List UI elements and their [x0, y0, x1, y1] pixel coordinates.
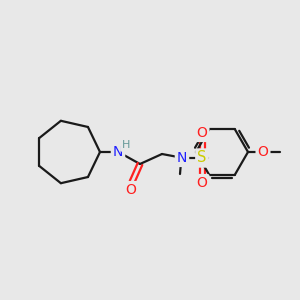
- Text: N: N: [177, 151, 187, 165]
- Text: O: O: [258, 145, 268, 159]
- Text: S: S: [197, 151, 207, 166]
- Text: O: O: [126, 183, 136, 197]
- Text: O: O: [196, 126, 207, 140]
- Text: N: N: [113, 145, 123, 159]
- Text: O: O: [196, 176, 207, 190]
- Text: H: H: [122, 140, 130, 150]
